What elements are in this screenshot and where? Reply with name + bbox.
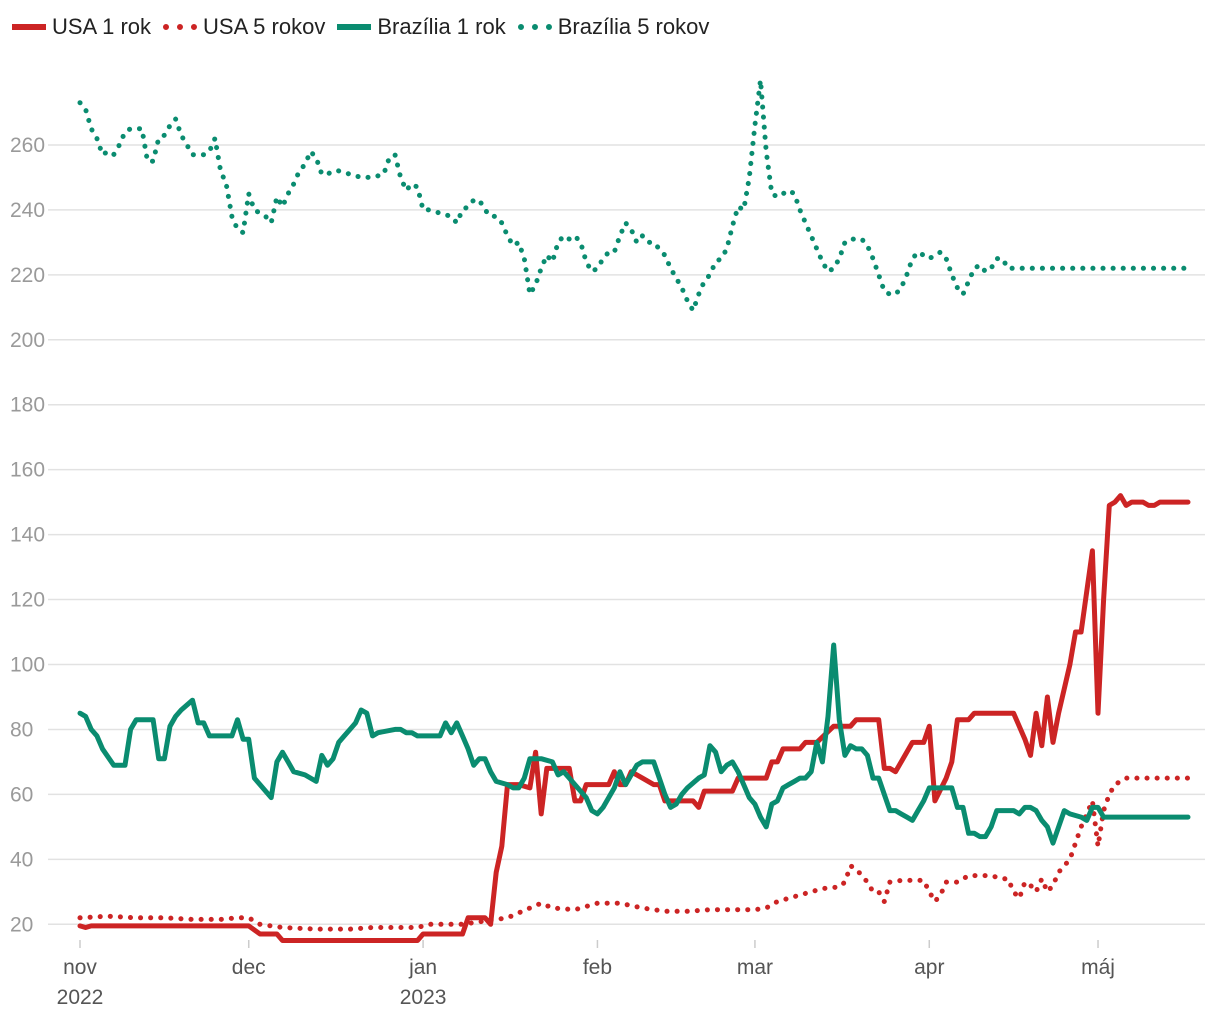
chart-legend: USA 1 rok USA 5 rokov Brazília 1 rok Bra… [12,14,721,40]
legend-item-brazilia-5-rokov: Brazília 5 rokov [517,14,710,40]
legend-label-brazilia-1-rok: Brazília 1 rok [377,14,506,39]
legend-swatch-brazilia-5-rokov [517,24,552,30]
series-lines [77,77,1191,943]
y-tick-label-160: 160 [10,459,45,482]
y-tick-label-40: 40 [10,848,33,871]
x-tick-sublabel-2: 2023 [400,986,447,1009]
x-tick-sublabel-0: 2022 [57,986,104,1009]
x-tick-label-2: jan [408,956,437,979]
legend-item-usa-1-rok: USA 1 rok [12,14,151,40]
y-tick-label-100: 100 [10,653,45,676]
x-tick-label-3: feb [583,956,612,979]
x-tick-label-4: mar [737,956,773,979]
legend-swatch-usa-5-rokov [163,24,198,30]
y-tick-label-120: 120 [10,589,45,612]
legend-label-usa-5-rokov: USA 5 rokov [203,14,326,39]
x-axis-ticks: nov 2022 dec jan 2023 feb mar apr máj [57,940,1115,1009]
series-line-brazilia-1-rok [77,642,1191,846]
y-tick-label-180: 180 [10,394,45,417]
legend-swatch-brazilia-1-rok [337,24,372,30]
y-tick-label-20: 20 [10,913,33,936]
y-tick-label-140: 140 [10,524,45,547]
x-tick-label-0: nov [63,956,97,979]
legend-item-usa-5-rokov: USA 5 rokov [163,14,325,40]
series-line-usa-5-rokov [77,775,1191,932]
y-tick-label-260: 260 [10,134,45,157]
y-tick-label-60: 60 [10,783,33,806]
series-line-usa-1-rok [77,493,1191,943]
y-tick-label-240: 240 [10,199,45,222]
legend-swatch-usa-1-rok [12,24,46,30]
y-tick-label-220: 220 [10,264,45,287]
x-tick-label-6: máj [1081,956,1115,979]
legend-label-brazilia-5-rokov: Brazília 5 rokov [557,14,710,39]
series-line-brazilia-5-rokov [77,77,1191,314]
legend-label-usa-1-rok: USA 1 rok [52,14,152,39]
y-tick-label-200: 200 [10,329,45,352]
y-tick-label-80: 80 [10,718,33,741]
legend-item-brazilia-1-rok: Brazília 1 rok [337,14,506,40]
y-axis-ticks: 20 40 60 80 100 120 140 160 180 200 220 240 260 [10,134,45,936]
x-tick-label-5: apr [914,956,944,979]
x-tick-label-1: dec [232,956,266,979]
